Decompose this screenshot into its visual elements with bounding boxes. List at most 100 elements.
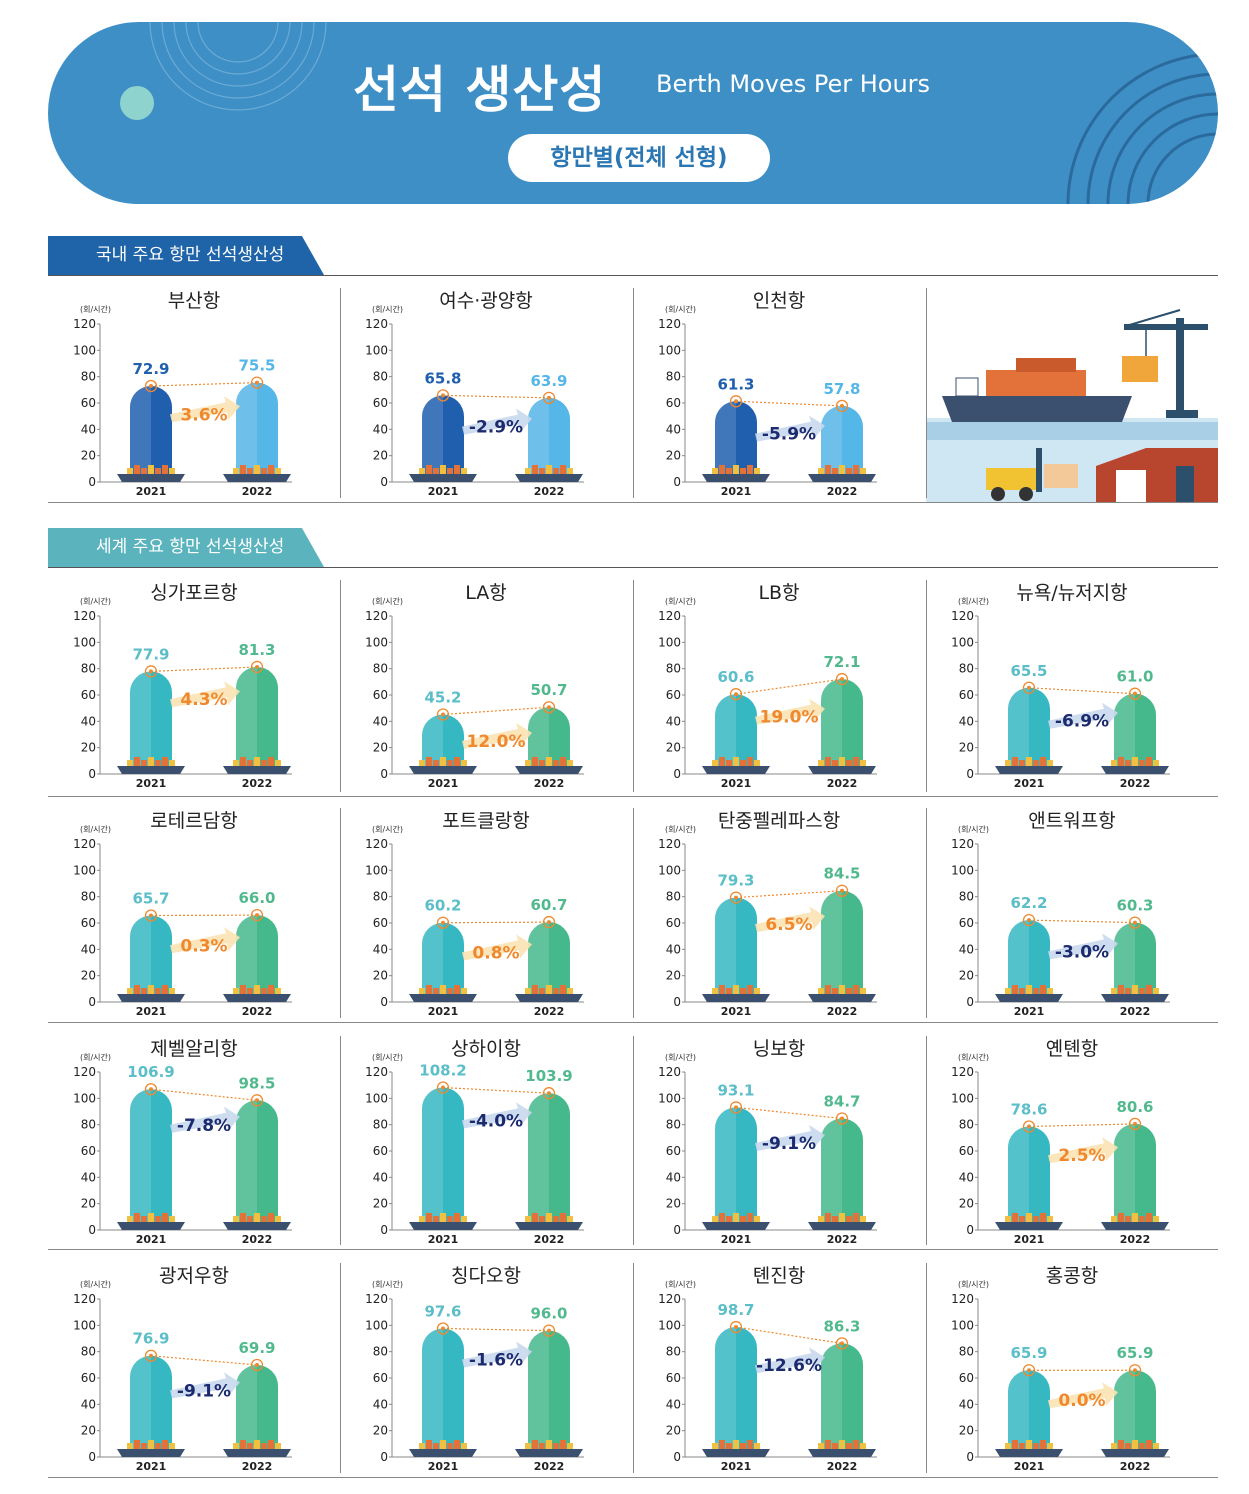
change-label: -6.9% — [1055, 712, 1109, 732]
chart-panel: 칭다오항 (회/시간) 0 20 40 60 80 100 120 97.6 2021 96.0 202… — [340, 1261, 632, 1475]
value-label: 103.9 — [525, 1067, 572, 1085]
chart-panel: 뉴욕/뉴저지항 (회/시간) 0 20 40 60 80 100 120 65.5 2021 61.0… — [926, 578, 1218, 792]
change-label: 12.0% — [467, 732, 526, 752]
row-divider — [48, 502, 1218, 503]
data-point-marker — [835, 1112, 849, 1125]
bar-2022 — [821, 405, 863, 474]
data-point-marker — [1022, 913, 1036, 927]
chart-title: 칭다오항 — [451, 1265, 521, 1287]
x-tick-label: 2022 — [242, 777, 273, 790]
y-tick-label: 0 — [673, 475, 681, 489]
unit-label: (회/시간) — [958, 824, 989, 834]
unit-label: (회/시간) — [665, 1279, 696, 1289]
bar-highlight — [236, 1364, 257, 1449]
change-arrow-icon — [462, 722, 532, 749]
data-point-marker — [835, 399, 849, 413]
data-point-dot — [734, 1325, 738, 1330]
bar-highlight — [422, 714, 443, 766]
value-label: 62.2 — [1010, 894, 1047, 912]
data-point-dot — [734, 895, 738, 900]
data-point-dot — [441, 712, 445, 717]
chart-title: 제벨알리항 — [150, 1038, 238, 1060]
chart-title: 여수·광양항 — [439, 290, 533, 312]
y-tick-label: 40 — [959, 714, 974, 728]
ship-icon — [995, 985, 1063, 1002]
ship-icon — [223, 1440, 291, 1457]
bar-chart: (회/시간) 0 20 40 60 80 100 120 65.7 2021 66.0 2022 0.3… — [73, 824, 292, 1018]
data-point-marker — [729, 395, 743, 408]
chart-panel: 탄중펠레파스항 (회/시간) 0 20 40 60 80 100 120 79.3 2021 84.5… — [633, 806, 925, 1020]
value-label: 65.7 — [132, 889, 169, 907]
y-tick-label: 20 — [959, 1197, 974, 1211]
change-label: 3.6% — [180, 405, 227, 425]
value-label: 65.8 — [424, 369, 461, 387]
change-label: 4.3% — [180, 690, 227, 710]
ship-icon — [223, 757, 291, 774]
y-tick-label: 20 — [373, 449, 388, 463]
y-tick-label: 60 — [81, 688, 96, 702]
bar-2022 — [528, 397, 570, 474]
bar-highlight — [422, 1087, 443, 1222]
bar-highlight — [528, 1093, 549, 1222]
chart-title: 부산항 — [167, 290, 221, 312]
decorative-rings — [149, 22, 1218, 204]
unit-label: (회/시간) — [80, 304, 111, 314]
y-tick-label: 40 — [959, 1170, 974, 1184]
change-label: -4.0% — [469, 1111, 523, 1131]
bar-highlight — [1114, 1123, 1135, 1222]
value-label: 65.5 — [1010, 662, 1047, 680]
chart-title: 싱가포르항 — [150, 582, 238, 604]
chart-title: 앤트워프항 — [1028, 810, 1116, 832]
column-divider — [633, 288, 634, 498]
y-tick-label: 60 — [959, 688, 974, 702]
value-label: 61.3 — [717, 375, 754, 393]
y-tick-label: 20 — [666, 449, 681, 463]
value-label: 77.9 — [132, 645, 169, 663]
data-point-dot — [840, 403, 844, 408]
chart-title: 홍콩항 — [1045, 1265, 1099, 1287]
y-tick-label: 120 — [658, 317, 681, 331]
x-tick-label: 2022 — [534, 777, 565, 790]
x-tick-label: 2022 — [1120, 777, 1151, 790]
y-tick-label: 40 — [373, 942, 388, 956]
section-divider — [48, 567, 1218, 568]
bar-2022 — [1114, 1370, 1156, 1449]
y-tick-label: 60 — [373, 396, 388, 410]
bar-highlight — [528, 1330, 549, 1449]
y-tick-label: 20 — [81, 1197, 96, 1211]
y-tick-label: 40 — [81, 422, 96, 436]
bar-2022 — [1114, 1123, 1156, 1222]
y-tick-label: 60 — [959, 1144, 974, 1158]
y-tick-label: 80 — [959, 662, 974, 676]
change-arrow-icon — [170, 396, 240, 423]
y-tick-label: 120 — [365, 837, 388, 851]
bar-highlight — [715, 897, 736, 994]
y-tick-label: 80 — [959, 1118, 974, 1132]
value-label: 97.6 — [424, 1302, 461, 1320]
unit-label: (회/시간) — [665, 596, 696, 606]
x-tick-label: 2022 — [242, 485, 273, 498]
chart-title: LB항 — [758, 582, 800, 604]
data-point-dot — [1027, 1124, 1031, 1129]
y-tick-label: 120 — [73, 837, 96, 851]
title-banner: 선석 생산성 Berth Moves Per Hours 항만별(전체 선형) — [48, 22, 1218, 204]
x-tick-label: 2022 — [534, 485, 565, 498]
bar-chart: (회/시간) 0 20 40 60 80 100 120 61.3 2021 57.8 2022 -5.… — [658, 304, 877, 498]
data-point-marker — [1128, 916, 1142, 929]
y-tick-label: 0 — [673, 1450, 681, 1464]
y-tick-label: 0 — [88, 1223, 96, 1237]
bar-2022 — [821, 1118, 863, 1222]
y-tick-label: 120 — [365, 317, 388, 331]
x-tick-label: 2021 — [721, 1460, 752, 1473]
y-tick-label: 120 — [365, 609, 388, 623]
bar-chart: (회/시간) 0 20 40 60 80 100 120 93.1 2021 84.7 2022 -9.… — [658, 1052, 877, 1246]
data-point-marker — [835, 1337, 849, 1350]
y-tick-label: 20 — [373, 1424, 388, 1438]
chart-panel: 로테르담항 (회/시간) 0 20 40 60 80 100 120 65.7 2021 66.0 20… — [48, 806, 340, 1020]
column-divider — [340, 808, 341, 1018]
change-arrow-icon — [170, 681, 240, 708]
ship-icon — [702, 465, 770, 482]
x-tick-label: 2021 — [721, 777, 752, 790]
unit-label: (회/시간) — [80, 596, 111, 606]
bar-highlight — [422, 922, 443, 994]
